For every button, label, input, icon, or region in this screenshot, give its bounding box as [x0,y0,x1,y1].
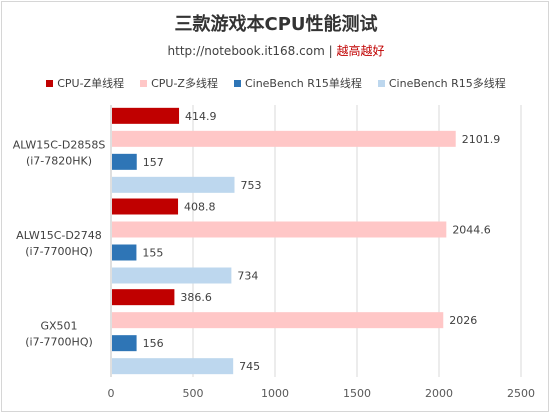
data-label: 745 [239,360,260,373]
category-label: ALW15C-D2858S [13,138,106,151]
legend-swatch [377,79,385,87]
category-label: ALW15C-D2748 [16,229,102,242]
legend-item-cinebench-multi: CineBench R15多线程 [377,75,506,91]
x-tick-label: 500 [183,387,204,400]
data-label: 734 [237,270,258,283]
legend-swatch [46,79,54,87]
x-tick-label: 1000 [261,387,289,400]
bar [112,198,179,215]
category-sublabel: (i7-7700HQ) [25,245,93,258]
legend-label: CPU-Z多线程 [151,77,218,90]
bar [112,221,447,238]
bar [112,335,137,352]
legend-item-cpuz-multi: CPU-Z多线程 [140,75,218,91]
bar [112,153,137,170]
data-label: 157 [143,156,164,169]
legend-item-cpuz-single: CPU-Z单线程 [46,75,124,91]
legend-label: CineBench R15单线程 [244,77,362,90]
legend-label: CineBench R15多线程 [388,77,506,90]
x-tick-label: 0 [108,387,115,400]
subtitle-tag: 越高越好 [336,44,385,58]
bar [112,289,175,306]
data-label: 408.8 [184,201,216,214]
chart-legend: CPU-Z单线程 CPU-Z多线程 CineBench R15单线程 CineB… [2,75,550,91]
bar [112,244,137,261]
data-label: 414.9 [185,110,217,123]
bar [112,107,180,124]
x-tick-label: 2000 [425,387,453,400]
data-label: 156 [143,337,164,350]
bar [112,176,235,193]
subtitle-separator: | [328,44,333,58]
data-label: 2044.6 [452,224,491,237]
category-label: GX501 [40,320,77,333]
data-label: 155 [142,247,163,260]
legend-label: CPU-Z单线程 [57,77,125,90]
data-label: 386.6 [180,291,212,304]
legend-swatch [140,79,148,87]
legend-item-cinebench-single: CineBench R15单线程 [233,75,362,91]
data-label: 2101.9 [462,133,501,146]
x-tick-label: 1500 [343,387,371,400]
data-label: 2026 [449,314,477,327]
bar [112,267,232,284]
chart-subtitle: http://notebook.it168.com | 越高越好 [2,42,550,59]
bar [112,358,234,375]
category-sublabel: (i7-7820HK) [26,154,92,167]
data-label: 753 [240,179,261,192]
x-tick-label: 2500 [507,387,535,400]
category-sublabel: (i7-7700HQ) [25,336,93,349]
legend-swatch [233,79,241,87]
chart-title: 三款游戏本CPU性能测试 [174,14,378,35]
subtitle-url: http://notebook.it168.com [167,44,325,58]
bar [112,130,456,147]
bar [112,312,444,329]
